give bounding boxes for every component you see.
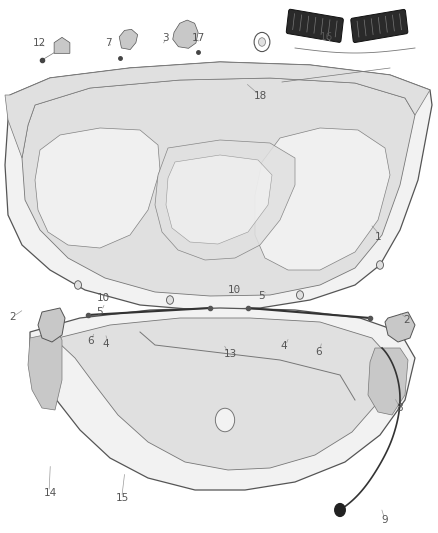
Polygon shape [166,155,272,244]
Polygon shape [38,308,65,342]
FancyBboxPatch shape [351,10,408,43]
Circle shape [166,296,173,304]
Polygon shape [368,348,408,415]
Text: 9: 9 [381,515,388,524]
Text: 6: 6 [88,336,94,346]
Text: 5: 5 [96,307,103,317]
Polygon shape [54,37,70,53]
Polygon shape [35,128,160,248]
Text: 1: 1 [374,232,381,242]
Polygon shape [255,128,390,270]
Text: 15: 15 [116,494,129,503]
Polygon shape [155,140,295,260]
Text: 5: 5 [258,291,265,301]
Polygon shape [173,20,198,49]
Circle shape [215,408,235,432]
Text: 4: 4 [103,339,110,349]
Text: 12: 12 [33,38,46,47]
Text: 13: 13 [223,350,237,359]
Text: 8: 8 [396,403,403,413]
Polygon shape [22,78,415,296]
Text: 6: 6 [315,347,322,357]
Text: 7: 7 [105,38,112,47]
Text: 10: 10 [228,286,241,295]
Polygon shape [5,62,430,158]
Circle shape [377,261,384,269]
Text: 18: 18 [254,91,267,101]
Polygon shape [28,332,62,410]
Text: 2: 2 [403,315,410,325]
Circle shape [74,281,81,289]
Circle shape [297,290,304,299]
Circle shape [335,504,345,516]
Text: 3: 3 [162,34,169,43]
FancyBboxPatch shape [286,9,343,42]
Circle shape [258,38,265,46]
Text: 14: 14 [44,488,57,498]
Polygon shape [30,308,415,490]
Text: 17: 17 [192,34,205,43]
Polygon shape [58,318,392,470]
Polygon shape [385,312,415,342]
Text: 4: 4 [280,342,287,351]
Text: 10: 10 [96,294,110,303]
Polygon shape [119,29,138,50]
Text: 2: 2 [9,312,15,322]
Text: 16: 16 [320,33,333,42]
Polygon shape [5,62,432,310]
